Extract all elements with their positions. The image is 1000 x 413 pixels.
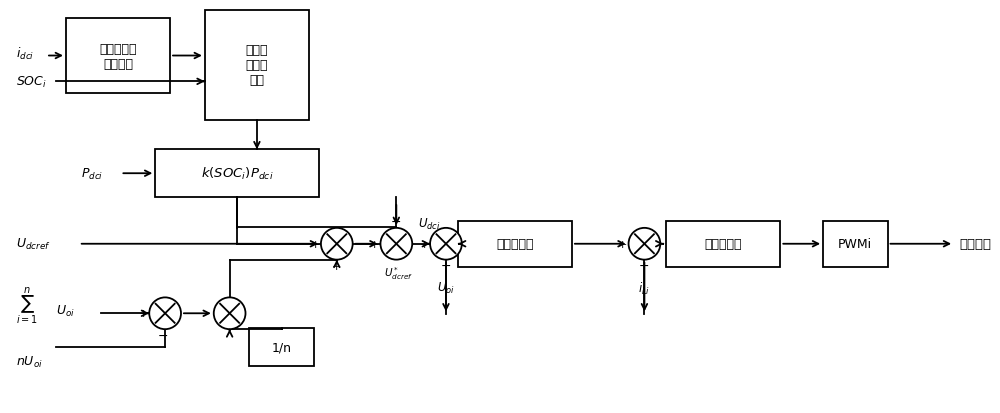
Bar [458, 221, 572, 267]
Text: $U_{dci}$: $U_{dci}$ [418, 217, 440, 232]
Text: $i_{Li}$: $i_{Li}$ [638, 280, 650, 296]
Text: $i_{dci}$: $i_{dci}$ [16, 45, 35, 62]
Text: 蓄电池
充放电
限制: 蓄电池 充放电 限制 [246, 44, 268, 87]
Text: +: + [419, 239, 429, 249]
Text: $U_{oi}$: $U_{oi}$ [437, 280, 455, 295]
Text: $SOC_i$: $SOC_i$ [16, 75, 47, 90]
Text: $nU_{oi}$: $nU_{oi}$ [16, 354, 43, 369]
Bar [249, 328, 314, 366]
Text: +: + [332, 261, 341, 271]
Text: $U_{oi}$: $U_{oi}$ [56, 303, 75, 318]
Text: −: − [639, 259, 650, 273]
Circle shape [629, 228, 660, 260]
Text: 1/n: 1/n [272, 341, 292, 354]
Text: 驱动信号: 驱动信号 [959, 237, 991, 251]
Text: 电压控制器: 电压控制器 [705, 237, 742, 251]
Text: $\sum_{i=1}^{n}$: $\sum_{i=1}^{n}$ [16, 285, 38, 326]
Circle shape [214, 298, 246, 330]
Circle shape [321, 228, 353, 260]
Text: +: + [370, 239, 379, 249]
Text: +: + [139, 309, 148, 318]
Circle shape [380, 228, 412, 260]
Text: $U^*_{dcref}$: $U^*_{dcref}$ [384, 265, 413, 282]
Bar [823, 221, 888, 267]
Text: +: + [618, 239, 627, 249]
Text: +: + [310, 239, 320, 249]
Text: $P_{dci}$: $P_{dci}$ [81, 166, 103, 181]
Bar [205, 11, 309, 120]
Bar [155, 150, 319, 197]
Bar [66, 19, 170, 93]
Circle shape [430, 228, 462, 260]
Circle shape [149, 298, 181, 330]
Text: 电压控制器: 电压控制器 [496, 237, 534, 251]
Text: −: − [158, 329, 168, 342]
Text: −: − [391, 216, 402, 229]
Text: −: − [441, 259, 451, 273]
Bar [666, 221, 780, 267]
Text: 蓄电池运行
状态判断: 蓄电池运行 状态判断 [99, 43, 137, 70]
Text: $k(SOC_i)P_{dci}$: $k(SOC_i)P_{dci}$ [201, 166, 273, 182]
Text: PWMi: PWMi [838, 237, 872, 251]
Text: $U_{dcref}$: $U_{dcref}$ [16, 237, 51, 252]
